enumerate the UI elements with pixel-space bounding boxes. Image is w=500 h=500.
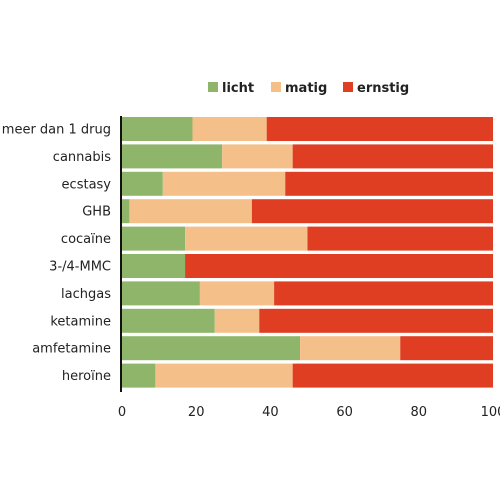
bar-ernstig-9 xyxy=(292,363,493,388)
bar-ernstig-6 xyxy=(274,281,493,306)
category-label: GHB xyxy=(82,205,111,220)
bar-licht-8 xyxy=(122,336,301,361)
bars xyxy=(122,117,493,388)
bar-matig-4 xyxy=(185,226,308,251)
x-tick-label: 60 xyxy=(336,405,353,420)
category-label: cocaïne xyxy=(61,232,111,247)
x-tick-label: 0 xyxy=(118,405,126,420)
category-labels: meer dan 1 drug cannabis ecstasy GHB cocaïne… xyxy=(2,123,112,385)
category-label: ecstasy xyxy=(62,177,112,192)
category-label: 3-/4-MMC xyxy=(49,260,111,275)
legend-swatch-ernstig xyxy=(343,82,353,92)
legend-label-ernstig: ernstig xyxy=(357,81,409,96)
category-label: lachgas xyxy=(61,287,111,302)
bar-licht-1 xyxy=(122,144,223,169)
bar-matig-7 xyxy=(214,308,260,333)
bar-matig-9 xyxy=(155,363,293,388)
bar-ernstig-0 xyxy=(266,117,493,141)
bar-matig-0 xyxy=(192,117,267,141)
bar-licht-5 xyxy=(122,254,186,278)
bar-matig-2 xyxy=(162,171,286,196)
category-label: ketamine xyxy=(50,314,111,329)
bar-ernstig-7 xyxy=(259,308,493,333)
bar-ernstig-8 xyxy=(400,336,493,361)
bar-matig-1 xyxy=(222,144,293,169)
bar-matig-3 xyxy=(129,199,252,224)
bar-ernstig-4 xyxy=(307,226,493,251)
bar-ernstig-2 xyxy=(285,171,493,196)
legend-label-licht: licht xyxy=(222,81,254,96)
category-label: cannabis xyxy=(53,150,111,165)
category-label: amfetamine xyxy=(32,342,111,357)
bar-licht-6 xyxy=(122,281,200,306)
x-tick-label: 40 xyxy=(262,405,279,420)
x-tick-label: 80 xyxy=(411,405,428,420)
bar-licht-2 xyxy=(122,171,163,196)
bar-ernstig-5 xyxy=(185,254,493,278)
bar-matig-6 xyxy=(199,281,275,306)
bar-licht-7 xyxy=(122,308,215,333)
bar-ernstig-3 xyxy=(251,199,493,224)
x-tick-label: 100 xyxy=(481,405,500,420)
x-axis-ticks: 0 20 40 60 80 100 xyxy=(118,405,500,420)
bar-matig-8 xyxy=(300,336,401,361)
category-label: meer dan 1 drug xyxy=(2,123,111,138)
bar-licht-3 xyxy=(122,199,130,224)
bar-licht-9 xyxy=(122,363,156,388)
bar-ernstig-1 xyxy=(292,144,493,169)
legend-label-matig: matig xyxy=(285,81,327,96)
bar-licht-0 xyxy=(122,117,193,141)
legend-swatch-matig xyxy=(271,82,281,92)
legend-swatch-licht xyxy=(208,82,218,92)
bar-licht-4 xyxy=(122,226,186,251)
legend: licht matig ernstig xyxy=(208,81,409,96)
x-tick-label: 20 xyxy=(188,405,205,420)
category-label: heroïne xyxy=(62,369,111,384)
